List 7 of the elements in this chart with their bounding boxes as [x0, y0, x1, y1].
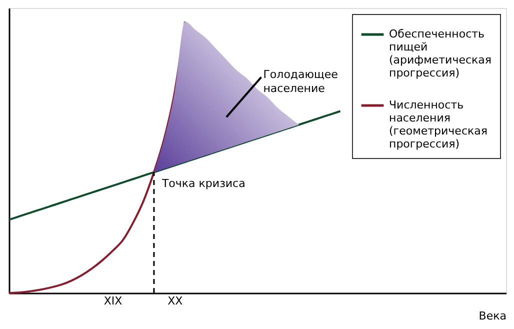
x-axis-title: Века [478, 310, 506, 322]
x-tick-label: XX [168, 294, 184, 308]
annotation: Точка кризиса [160, 177, 246, 190]
x-tick-label: XIX [104, 294, 123, 308]
annotation: Голодающее население [263, 68, 338, 96]
legend-label: Обеспеченность пищей (арифметическая прогрессия) [389, 28, 492, 80]
legend-label: Численность населения (геометрическая прогрессия) [389, 98, 488, 150]
